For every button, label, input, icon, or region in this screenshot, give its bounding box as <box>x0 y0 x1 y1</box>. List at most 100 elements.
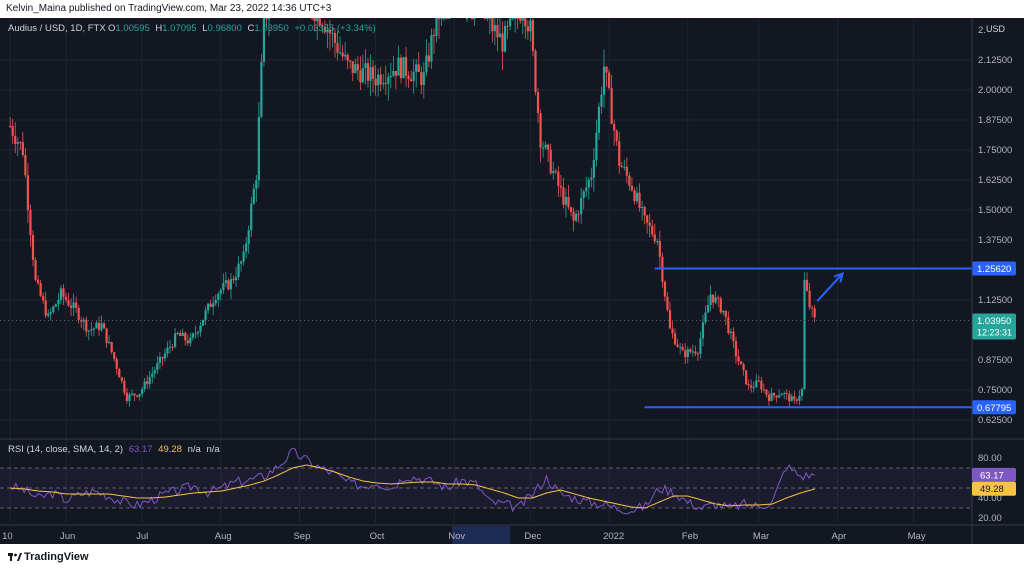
candle-body <box>141 389 144 394</box>
candle-body <box>755 380 758 388</box>
candle-body <box>646 215 649 223</box>
candle-body <box>615 130 618 142</box>
candle-body <box>440 18 443 20</box>
candle-body <box>52 306 55 313</box>
candle-body <box>585 187 588 192</box>
chart-area[interactable]: 1.25620 0.67795 1.03950 12:23:31 10 Jun Jul Au… <box>0 18 1024 544</box>
candle-body <box>734 341 738 357</box>
candle-body <box>671 328 674 334</box>
candle-body <box>100 323 103 330</box>
candle-body <box>232 279 235 281</box>
candle-body <box>772 393 776 396</box>
candle-body <box>470 18 474 19</box>
candles[interactable] <box>9 18 816 407</box>
candle-body <box>709 294 712 305</box>
candle-body <box>526 26 529 32</box>
candle-body <box>765 389 768 395</box>
ohlc-high-label: H <box>155 23 162 34</box>
x-tick-label: Aug <box>215 531 232 542</box>
x-tick-label: Nov <box>448 531 465 542</box>
candle-body <box>359 70 362 83</box>
candle-body <box>369 66 372 81</box>
candle-body <box>57 299 60 305</box>
symbol-line: Audius / USD, 1D, FTX <box>8 23 106 34</box>
candle-body <box>676 344 679 347</box>
candle-body <box>176 332 179 334</box>
candle-body <box>648 222 651 226</box>
candle-body <box>465 18 469 19</box>
rsi-na-2: n/a <box>206 444 220 455</box>
rsi-y-tick: 20.00 <box>978 513 1002 524</box>
publish-bar: Kelvin_Maina published on TradingView.co… <box>0 0 1024 18</box>
candle-body <box>407 75 410 80</box>
candle-body <box>435 18 438 37</box>
candle-body <box>82 319 85 322</box>
candle-body <box>245 243 248 252</box>
y-tick-label: 1.37500 <box>978 235 1012 246</box>
candle-body <box>16 142 19 144</box>
y-tick-label: 2.00000 <box>978 85 1012 96</box>
candle-body <box>587 179 590 188</box>
candle-body <box>171 346 174 348</box>
candle-body <box>11 126 14 136</box>
candle-body <box>780 394 783 396</box>
y-tick-label-partial: 2. <box>978 25 986 36</box>
candle-body <box>704 312 707 323</box>
candle-body <box>224 280 227 284</box>
candle-body <box>534 50 537 93</box>
candle-body <box>153 370 156 374</box>
candle-body <box>250 203 253 231</box>
candle-body <box>569 207 573 212</box>
candle-body <box>75 302 78 308</box>
candle-body <box>564 196 568 205</box>
candle-body <box>643 206 646 216</box>
footer: TradingView <box>0 544 1024 569</box>
candle-body <box>331 33 334 35</box>
candle-body <box>775 395 778 398</box>
candle-body <box>242 251 245 262</box>
support-badge <box>972 400 1016 415</box>
x-tick-label: Dec <box>524 531 541 542</box>
candle-body <box>719 298 722 313</box>
candle-body <box>146 381 149 385</box>
candle-body <box>123 380 126 393</box>
candle-body <box>630 185 634 191</box>
candle-body <box>783 392 786 395</box>
candle-body <box>684 350 687 358</box>
support-value: 0.67795 <box>977 403 1011 414</box>
candle-body <box>658 241 661 257</box>
candle-body <box>651 225 654 235</box>
arrow-annotation[interactable] <box>816 272 844 302</box>
candle-body <box>138 393 141 397</box>
candle-body <box>392 71 395 76</box>
x-tick-label: Mar <box>753 531 769 542</box>
candle-body <box>186 340 189 344</box>
candle-body <box>714 297 717 303</box>
legend: Audius / USD, 1D, FTX O1.00595 H1.07095 … <box>8 23 376 455</box>
candle-body <box>595 132 598 160</box>
candle-body <box>105 328 108 343</box>
x-tick-label: 2022 <box>603 531 624 542</box>
resistance-value: 1.25620 <box>977 264 1011 275</box>
candle-body <box>95 322 98 329</box>
candle-body <box>328 29 332 34</box>
candle-body <box>161 357 164 359</box>
candle-body <box>87 330 90 332</box>
axes: 10 Jun Jul Aug Sep Oct Nov Dec 2022 Feb Mar Apr May 2… <box>0 18 1024 544</box>
candle-body <box>592 159 595 178</box>
sma-value: 49.28 <box>158 444 182 455</box>
candle-body <box>491 18 494 32</box>
candle-body <box>498 33 502 38</box>
candle-body <box>514 18 517 19</box>
candle-body <box>605 66 608 73</box>
last-price-badge <box>972 313 1016 340</box>
ohlc-change: +0.03355 (+3.34%) <box>294 23 375 34</box>
candle-body <box>582 191 585 198</box>
candle-body <box>800 388 804 396</box>
candle-body <box>316 18 319 22</box>
candle-body <box>120 377 123 381</box>
candle-body <box>24 155 27 176</box>
candle-body <box>26 175 30 211</box>
